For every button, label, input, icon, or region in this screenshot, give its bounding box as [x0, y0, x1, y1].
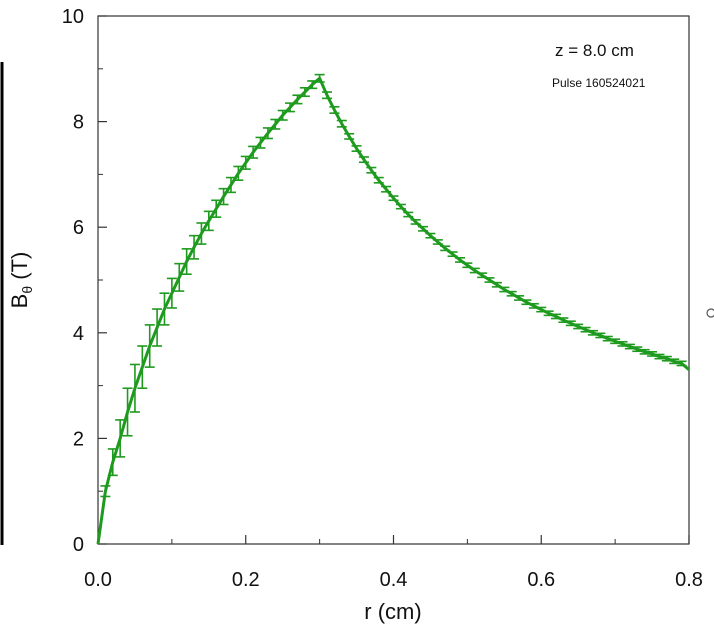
- y-axis-title-sub: θ: [19, 286, 35, 294]
- x-tick-label: 0.0: [84, 569, 112, 591]
- series-line: [96, 76, 690, 545]
- y-tick-label: 6: [73, 217, 84, 239]
- annotation-pulse: Pulse 160524021: [552, 76, 646, 90]
- y-axis-title-main: B: [7, 294, 32, 309]
- y-tick-label: 0: [73, 534, 84, 556]
- x-axis: 0.0 0.2 0.4 0.6 0.8: [84, 535, 703, 591]
- y-tick-label: 2: [73, 428, 84, 450]
- annotation-z: z = 8.0 cm: [555, 41, 634, 60]
- y-axis-title: Bθ (T): [7, 252, 35, 309]
- y-tick-label: 8: [73, 112, 84, 134]
- y-tick-label: 4: [73, 323, 84, 345]
- y-axis-title-unit: (T): [7, 252, 32, 286]
- y-tick-label: 10: [62, 6, 84, 28]
- error-bars: [100, 73, 687, 498]
- y-axis: 0 2 4 6 8 10: [62, 6, 107, 556]
- edge-marker-icon: [706, 308, 714, 318]
- x-tick-label: 0.4: [380, 569, 408, 591]
- x-tick-label: 0.6: [527, 569, 555, 591]
- x-tick-label: 0.2: [232, 569, 260, 591]
- x-axis-title: r (cm): [364, 599, 421, 624]
- plot-frame: [97, 15, 690, 545]
- x-tick-label: 0.8: [675, 569, 703, 591]
